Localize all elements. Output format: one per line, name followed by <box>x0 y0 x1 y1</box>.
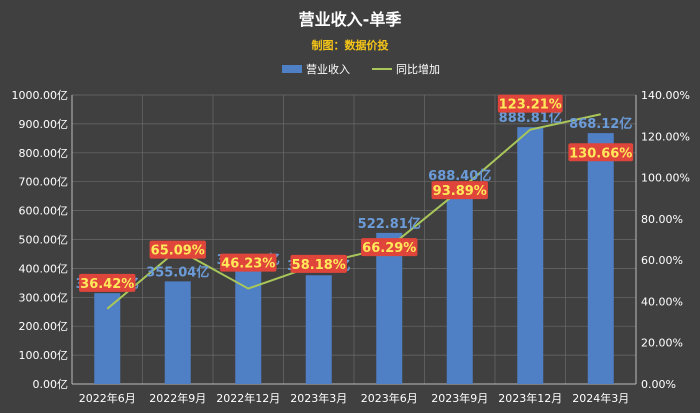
y-right-tick-label: 80.00% <box>641 213 683 226</box>
y-right-tick-label: 140.00% <box>641 89 690 102</box>
bar-value-label: 868.12亿 <box>569 116 632 132</box>
pct-value-label: 36.42% <box>80 277 134 292</box>
pct-value-label: 123.21% <box>499 98 562 113</box>
legend-bar-label: 营业收入 <box>306 62 350 76</box>
x-tick-label: 2023年12月 <box>498 391 562 405</box>
bar-value-label: 888.81亿 <box>499 110 562 126</box>
x-tick-label: 2024年3月 <box>572 391 629 405</box>
y-left-tick-label: 400.00亿 <box>19 262 69 275</box>
pct-label-box <box>220 253 277 272</box>
bar <box>94 293 121 384</box>
x-tick-label: 2023年9月 <box>431 391 488 405</box>
pct-value-label: 46.23% <box>221 257 275 272</box>
pct-value-label: 66.29% <box>362 241 416 256</box>
x-tick-label: 2022年6月 <box>79 391 136 405</box>
x-tick-label: 2022年9月 <box>149 391 206 405</box>
pct-label-box <box>361 238 418 257</box>
y-left-tick-label: 1000.00亿 <box>12 89 69 102</box>
bar <box>376 232 403 384</box>
y-left-tick-label: 800.00亿 <box>19 147 69 160</box>
chart-subtitle: 制图：数据价投 <box>312 38 389 52</box>
legend-bar-swatch <box>282 65 302 73</box>
y-left-tick-label: 900.00亿 <box>19 118 69 131</box>
y-right-tick-label: 40.00% <box>641 295 683 308</box>
bar-value-label: 688.40亿 <box>428 168 491 184</box>
y-right-tick-label: 0.00% <box>641 378 676 391</box>
pct-label-box <box>431 181 488 200</box>
y-right-tick-label: 100.00% <box>641 172 690 185</box>
pct-value-label: 58.18% <box>292 258 346 273</box>
pct-value-label: 130.66% <box>569 146 632 161</box>
y-left-tick-label: 200.00亿 <box>19 320 69 333</box>
pct-label-box <box>79 273 136 292</box>
y-right-tick-label: 20.00% <box>641 337 683 350</box>
x-tick-label: 2023年6月 <box>361 391 418 405</box>
y-left-tick-label: 600.00亿 <box>19 205 69 218</box>
pct-value-label: 93.89% <box>433 184 487 199</box>
pct-label-box <box>568 143 634 162</box>
pct-label-box <box>149 240 206 259</box>
bar <box>446 185 473 384</box>
x-tick-label: 2022年12月 <box>216 391 280 405</box>
pct-value-label: 65.09% <box>151 244 205 259</box>
bar <box>164 281 191 384</box>
chart-title: 营业收入-单季 <box>299 10 403 29</box>
bar <box>305 275 332 384</box>
y-left-tick-label: 100.00亿 <box>19 349 69 362</box>
y-left-tick-label: 700.00亿 <box>19 176 69 189</box>
y-left-tick-label: 0.00亿 <box>33 378 69 391</box>
x-tick-label: 2023年3月 <box>290 391 347 405</box>
legend-line-label: 同比增加 <box>396 62 440 76</box>
pct-label-box <box>290 254 347 273</box>
bar <box>587 133 614 384</box>
y-left-tick-label: 300.00亿 <box>19 291 69 304</box>
bar-value-label: 522.81亿 <box>358 216 421 232</box>
bar <box>517 127 544 384</box>
y-left-tick-label: 500.00亿 <box>19 234 69 247</box>
pct-label-box <box>497 94 563 113</box>
y-right-tick-label: 120.00% <box>641 130 690 143</box>
y-right-tick-label: 60.00% <box>641 254 683 267</box>
bar-value-label: 355.04亿 <box>146 264 209 280</box>
